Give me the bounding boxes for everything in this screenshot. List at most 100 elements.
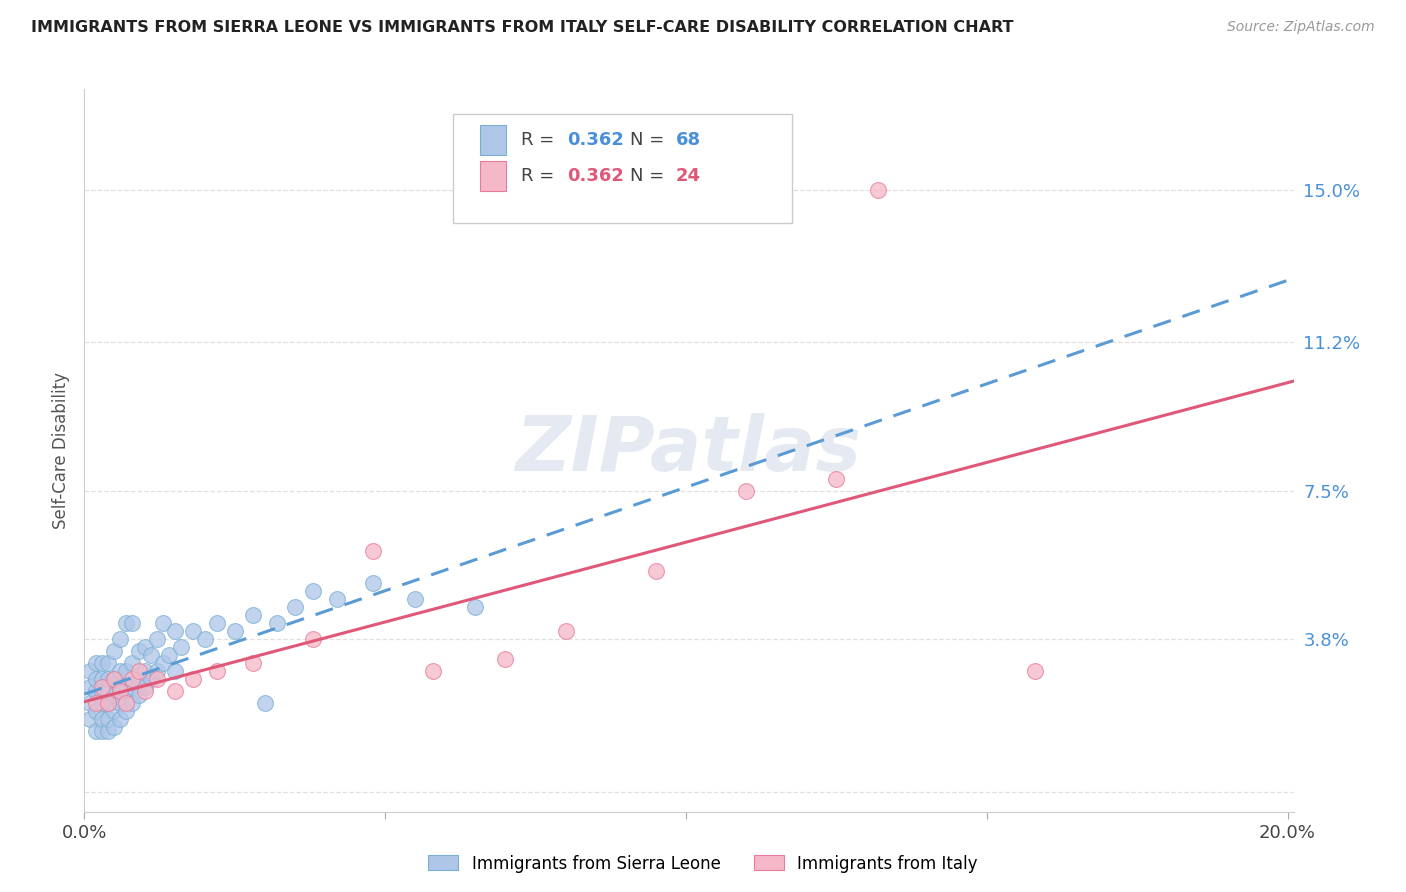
- Point: [97, 724, 120, 739]
- Point: [103, 673, 125, 687]
- Point: [110, 697, 132, 711]
- Point: [79, 664, 101, 679]
- Point: [134, 664, 156, 679]
- Point: [91, 684, 114, 698]
- Point: [103, 705, 125, 719]
- Text: N =: N =: [630, 131, 669, 149]
- Point: [97, 697, 120, 711]
- Point: [97, 684, 120, 698]
- Point: [139, 673, 162, 687]
- Point: [79, 712, 101, 726]
- Point: [242, 657, 264, 671]
- Point: [91, 657, 114, 671]
- Point: [110, 684, 132, 698]
- Point: [115, 705, 138, 719]
- Point: [181, 624, 204, 639]
- Text: ZIPatlas: ZIPatlas: [516, 414, 862, 487]
- Point: [115, 664, 138, 679]
- Point: [110, 632, 132, 646]
- Point: [128, 664, 150, 679]
- Point: [134, 681, 156, 695]
- Point: [152, 657, 174, 671]
- Y-axis label: Self-Care Disability: Self-Care Disability: [52, 372, 70, 529]
- Point: [86, 684, 108, 698]
- Text: R =: R =: [520, 131, 560, 149]
- Point: [266, 615, 288, 630]
- Text: N =: N =: [630, 167, 669, 185]
- Point: [115, 615, 138, 630]
- Point: [121, 657, 143, 671]
- Point: [825, 471, 848, 485]
- Text: R =: R =: [520, 167, 560, 185]
- Point: [97, 712, 120, 726]
- Point: [103, 673, 125, 687]
- Point: [91, 697, 114, 711]
- Text: 0.362: 0.362: [567, 167, 624, 185]
- Point: [253, 697, 276, 711]
- Point: [128, 673, 150, 687]
- Legend: Immigrants from Sierra Leone, Immigrants from Italy: Immigrants from Sierra Leone, Immigrants…: [422, 848, 984, 880]
- FancyBboxPatch shape: [453, 114, 792, 223]
- Point: [302, 632, 325, 646]
- Point: [121, 697, 143, 711]
- Point: [128, 644, 150, 658]
- Point: [224, 624, 246, 639]
- Point: [91, 681, 114, 695]
- Point: [79, 681, 101, 695]
- Point: [110, 681, 132, 695]
- Point: [404, 592, 426, 607]
- Point: [361, 543, 384, 558]
- Text: IMMIGRANTS FROM SIERRA LEONE VS IMMIGRANTS FROM ITALY SELF-CARE DISABILITY CORRE: IMMIGRANTS FROM SIERRA LEONE VS IMMIGRAN…: [31, 20, 1014, 35]
- Point: [464, 600, 486, 615]
- Point: [91, 673, 114, 687]
- Point: [868, 182, 890, 196]
- Point: [115, 697, 138, 711]
- Point: [121, 681, 143, 695]
- FancyBboxPatch shape: [479, 161, 506, 191]
- Point: [128, 689, 150, 703]
- Point: [145, 632, 167, 646]
- Point: [91, 712, 114, 726]
- Point: [121, 615, 143, 630]
- Point: [86, 705, 108, 719]
- Point: [735, 483, 758, 498]
- Point: [134, 684, 156, 698]
- Point: [163, 664, 186, 679]
- Point: [422, 664, 444, 679]
- Point: [163, 624, 186, 639]
- Point: [145, 673, 167, 687]
- Point: [1024, 664, 1046, 679]
- Point: [139, 648, 162, 662]
- Text: 0.362: 0.362: [567, 131, 624, 149]
- Point: [163, 684, 186, 698]
- Text: 24: 24: [676, 167, 700, 185]
- Point: [284, 600, 307, 615]
- Point: [97, 697, 120, 711]
- Point: [134, 640, 156, 655]
- Text: Source: ZipAtlas.com: Source: ZipAtlas.com: [1227, 20, 1375, 34]
- Point: [145, 664, 167, 679]
- Point: [97, 673, 120, 687]
- Point: [103, 689, 125, 703]
- Point: [86, 724, 108, 739]
- Point: [121, 673, 143, 687]
- Point: [157, 648, 180, 662]
- Point: [181, 673, 204, 687]
- Point: [110, 712, 132, 726]
- Point: [79, 697, 101, 711]
- Point: [115, 684, 138, 698]
- Point: [194, 632, 217, 646]
- Point: [326, 592, 349, 607]
- Point: [86, 697, 108, 711]
- Point: [103, 721, 125, 735]
- Point: [205, 664, 228, 679]
- Point: [242, 608, 264, 623]
- Point: [205, 615, 228, 630]
- Point: [361, 576, 384, 591]
- Point: [152, 615, 174, 630]
- Point: [169, 640, 191, 655]
- Point: [110, 664, 132, 679]
- Point: [302, 583, 325, 598]
- Point: [554, 624, 576, 639]
- Point: [97, 657, 120, 671]
